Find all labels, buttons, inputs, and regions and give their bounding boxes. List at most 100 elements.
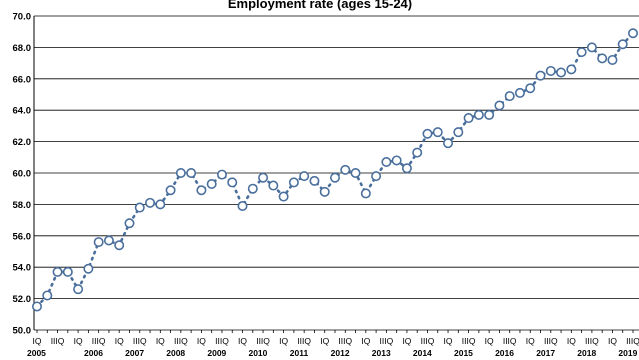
data-point xyxy=(114,240,125,251)
year-label: 2005 xyxy=(27,348,46,358)
y-tick-label: 54.0 xyxy=(13,263,32,274)
data-point xyxy=(340,164,351,175)
data-point xyxy=(607,54,618,65)
series-line-path xyxy=(35,31,635,308)
year-label: 2009 xyxy=(207,348,226,358)
x-tick-label: IIIQ xyxy=(297,336,311,346)
year-label: 2011 xyxy=(290,348,309,358)
x-tick-label: IIIQ xyxy=(421,336,435,346)
y-tick-label: 66.0 xyxy=(13,74,32,85)
data-point xyxy=(432,127,443,138)
y-tick-label: 58.0 xyxy=(13,200,32,211)
data-point xyxy=(319,186,330,197)
chart-title: Employment rate (ages 15-24) xyxy=(228,0,412,11)
data-point xyxy=(103,235,114,246)
year-label: 2012 xyxy=(331,348,350,358)
axes: 50.0 52.0 54.0 56.0 58.0 60.0 62.0 64.0 66.0 68.0… xyxy=(13,12,639,359)
data-point xyxy=(494,100,505,111)
x-tick-label: IIIQ xyxy=(92,336,106,346)
data-point xyxy=(350,168,361,179)
data-point xyxy=(73,284,84,295)
x-tick-label: IQ xyxy=(567,336,576,346)
year-label: 2019 xyxy=(618,348,637,358)
data-point xyxy=(206,178,217,189)
y-tick-label: 56.0 xyxy=(13,231,32,242)
x-tick-label: IQ xyxy=(115,336,124,346)
y-tick-label: 52.0 xyxy=(13,294,32,305)
x-tick-label: IQ xyxy=(33,336,42,346)
data-point xyxy=(299,171,310,182)
data-point xyxy=(288,177,299,188)
data-point xyxy=(381,157,392,168)
data-point xyxy=(545,65,556,76)
data-point xyxy=(525,83,536,94)
y-tick-label: 68.0 xyxy=(13,43,32,54)
year-label: 2013 xyxy=(372,348,391,358)
x-tick-label: IQ xyxy=(361,336,370,346)
data-point xyxy=(443,138,454,149)
year-label: 2018 xyxy=(577,348,596,358)
data-point xyxy=(617,39,628,50)
data-point xyxy=(258,172,269,183)
data-point xyxy=(93,237,104,248)
data-point xyxy=(597,53,608,64)
data-point xyxy=(586,42,597,53)
data-point xyxy=(566,64,577,75)
x-tick-label: IQ xyxy=(320,336,329,346)
year-label: 2015 xyxy=(454,348,473,358)
x-tick-label: IQ xyxy=(608,336,617,346)
data-point xyxy=(278,191,289,202)
data-point xyxy=(473,109,484,120)
year-label: 2006 xyxy=(84,348,103,358)
y-tick-label: 70.0 xyxy=(13,12,32,23)
x-tick-label: IQ xyxy=(526,336,535,346)
x-tick-label: IIIQ xyxy=(462,336,476,346)
year-label: 2017 xyxy=(536,348,555,358)
year-label: 2008 xyxy=(166,348,185,358)
x-tick-label: IIIQ xyxy=(133,336,147,346)
data-point xyxy=(216,169,227,180)
year-label: 2014 xyxy=(413,348,432,358)
data-point xyxy=(155,199,166,210)
data-point xyxy=(227,177,238,188)
data-point xyxy=(401,163,412,174)
data-point xyxy=(237,200,248,211)
data-point xyxy=(186,168,197,179)
data-point xyxy=(268,180,279,191)
x-tick-label: IIIQ xyxy=(544,336,558,346)
data-point xyxy=(535,70,546,81)
data-point xyxy=(134,202,145,213)
data-point xyxy=(145,197,156,208)
data-point xyxy=(329,172,340,183)
data-point xyxy=(31,301,42,312)
data-point xyxy=(514,87,525,98)
data-point xyxy=(576,47,587,58)
year-label: 2010 xyxy=(248,348,267,358)
x-tick-label: IIIQ xyxy=(503,336,517,346)
x-tick-label: IIIQ xyxy=(174,336,188,346)
data-point xyxy=(196,185,207,196)
x-tick-label: IQ xyxy=(156,336,165,346)
year-label: 2016 xyxy=(495,348,514,358)
x-tick-label: IQ xyxy=(197,336,206,346)
data-point xyxy=(62,266,73,277)
x-tick-label: IIIQ xyxy=(626,336,639,346)
x-tick-label: IIIQ xyxy=(380,336,394,346)
data-point xyxy=(175,168,186,179)
series-points xyxy=(31,28,638,312)
y-tick-label: 60.0 xyxy=(13,169,32,180)
data-point xyxy=(422,128,433,139)
data-point xyxy=(309,175,320,186)
data-point xyxy=(83,263,94,274)
data-point xyxy=(371,171,382,182)
y-tick-label: 64.0 xyxy=(13,106,32,117)
y-tick-label: 50.0 xyxy=(13,326,32,337)
data-point xyxy=(504,91,515,102)
x-tick-label: IIIQ xyxy=(256,336,270,346)
x-tick-label: IIIQ xyxy=(585,336,599,346)
data-point xyxy=(247,183,258,194)
data-point xyxy=(52,266,63,277)
x-tick-label: IIIQ xyxy=(51,336,65,346)
